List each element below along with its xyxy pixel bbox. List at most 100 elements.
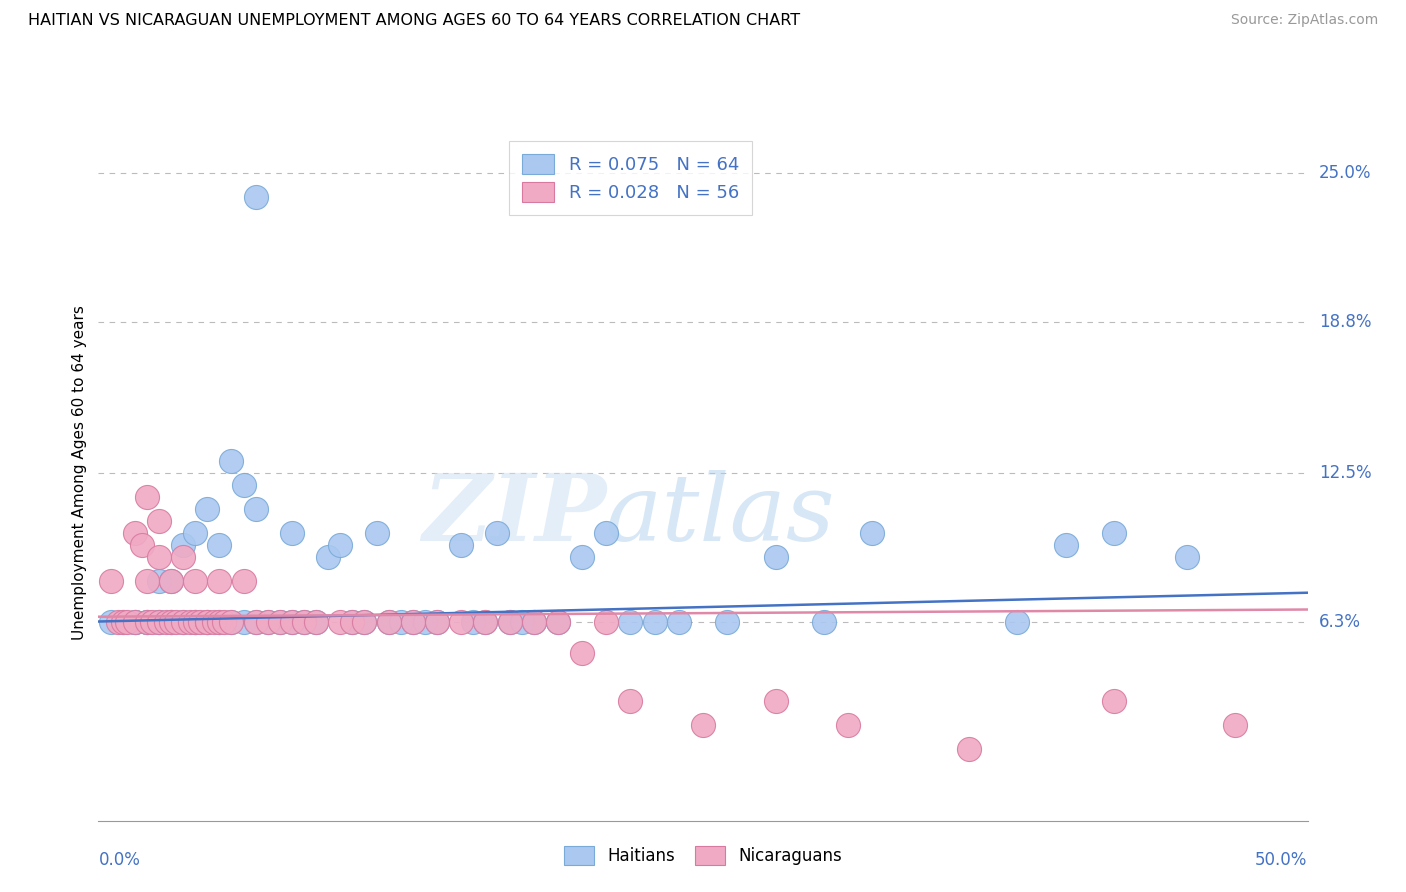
Point — [523, 615, 546, 629]
Point — [1102, 694, 1125, 708]
Point — [342, 615, 364, 629]
Point — [184, 615, 207, 629]
Point — [269, 615, 291, 629]
Point — [135, 615, 157, 629]
Point — [377, 615, 399, 629]
Legend: Haitians, Nicaraguans: Haitians, Nicaraguans — [551, 832, 855, 879]
Point — [523, 615, 546, 629]
Point — [316, 549, 339, 564]
Point — [160, 574, 183, 588]
Point — [305, 615, 328, 629]
Point — [117, 615, 139, 629]
Point — [179, 615, 201, 629]
Point — [135, 615, 157, 629]
Point — [292, 615, 315, 629]
Point — [547, 615, 569, 629]
Point — [402, 615, 425, 629]
Point — [716, 615, 738, 629]
Point — [765, 694, 787, 708]
Text: HAITIAN VS NICARAGUAN UNEMPLOYMENT AMONG AGES 60 TO 64 YEARS CORRELATION CHART: HAITIAN VS NICARAGUAN UNEMPLOYMENT AMONG… — [28, 13, 800, 29]
Point — [148, 549, 170, 564]
Point — [269, 615, 291, 629]
Point — [329, 615, 352, 629]
Point — [957, 741, 980, 756]
Point — [111, 615, 134, 629]
Point — [107, 615, 129, 629]
Point — [1223, 717, 1246, 731]
Point — [342, 615, 364, 629]
Point — [172, 615, 194, 629]
Point — [426, 615, 449, 629]
Point — [474, 615, 496, 629]
Point — [292, 615, 315, 629]
Point — [281, 615, 304, 629]
Point — [148, 615, 170, 629]
Point — [212, 615, 235, 629]
Text: atlas: atlas — [606, 469, 835, 559]
Point — [510, 615, 533, 629]
Point — [124, 525, 146, 540]
Point — [765, 549, 787, 564]
Point — [165, 615, 187, 629]
Point — [450, 538, 472, 552]
Point — [160, 615, 183, 629]
Point — [644, 615, 666, 629]
Text: 18.8%: 18.8% — [1319, 312, 1371, 331]
Point — [155, 615, 177, 629]
Point — [450, 615, 472, 629]
Text: 25.0%: 25.0% — [1319, 164, 1371, 182]
Point — [221, 454, 243, 468]
Text: 6.3%: 6.3% — [1319, 613, 1361, 631]
Point — [124, 615, 146, 629]
Point — [208, 615, 231, 629]
Point — [195, 615, 218, 629]
Text: Source: ZipAtlas.com: Source: ZipAtlas.com — [1230, 13, 1378, 28]
Point — [1175, 549, 1198, 564]
Point — [184, 615, 207, 629]
Point — [619, 615, 641, 629]
Point — [1102, 525, 1125, 540]
Point — [486, 525, 509, 540]
Point — [329, 538, 352, 552]
Point — [232, 615, 254, 629]
Point — [813, 615, 835, 629]
Point — [100, 615, 122, 629]
Point — [141, 615, 163, 629]
Point — [135, 615, 157, 629]
Point — [498, 615, 520, 629]
Point — [595, 525, 617, 540]
Point — [184, 525, 207, 540]
Point — [256, 615, 278, 629]
Point — [692, 717, 714, 731]
Point — [668, 615, 690, 629]
Point — [245, 615, 267, 629]
Point — [353, 615, 375, 629]
Point — [135, 490, 157, 504]
Point — [195, 615, 218, 629]
Point — [232, 477, 254, 491]
Point — [184, 574, 207, 588]
Point — [124, 615, 146, 629]
Text: 0.0%: 0.0% — [98, 851, 141, 869]
Point — [498, 615, 520, 629]
Point — [100, 574, 122, 588]
Point — [148, 514, 170, 528]
Point — [160, 574, 183, 588]
Point — [148, 615, 170, 629]
Point — [281, 615, 304, 629]
Point — [426, 615, 449, 629]
Point — [124, 615, 146, 629]
Point — [389, 615, 412, 629]
Point — [148, 615, 170, 629]
Point — [595, 615, 617, 629]
Text: 12.5%: 12.5% — [1319, 464, 1371, 482]
Point — [131, 538, 153, 552]
Point — [619, 694, 641, 708]
Text: 50.0%: 50.0% — [1256, 851, 1308, 869]
Point — [160, 615, 183, 629]
Point — [256, 615, 278, 629]
Point — [148, 574, 170, 588]
Point — [245, 501, 267, 516]
Point — [1007, 615, 1029, 629]
Point — [837, 717, 859, 731]
